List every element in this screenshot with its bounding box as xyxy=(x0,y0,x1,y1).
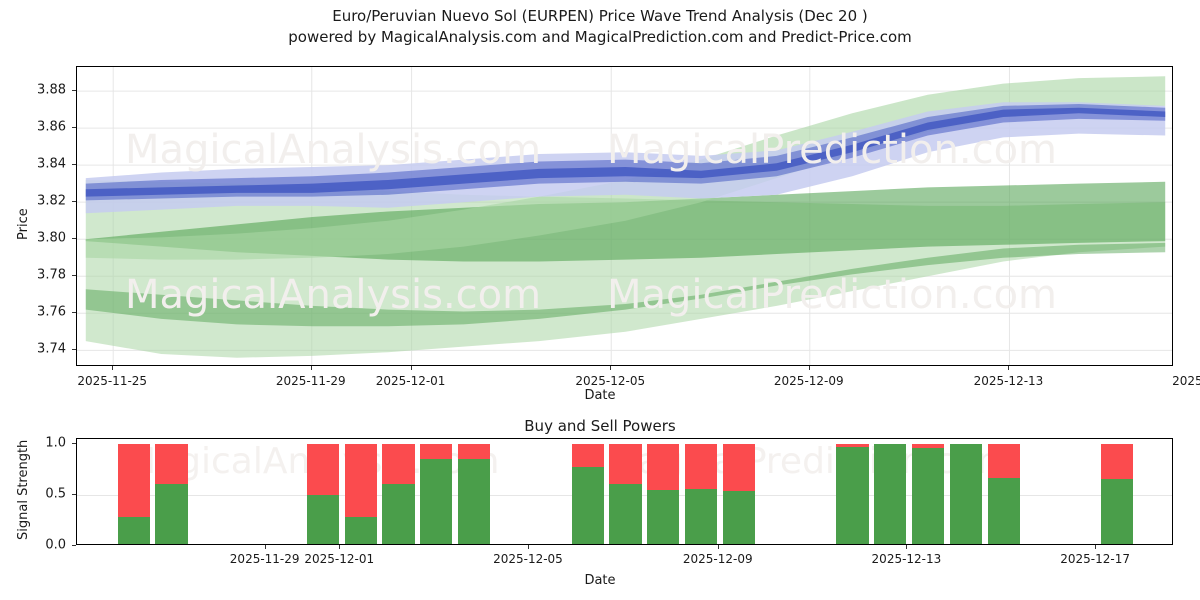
buy-power-bar-segment[interactable] xyxy=(306,495,339,544)
buy-power-bar-segment[interactable] xyxy=(344,517,377,544)
sell-power-bar-segment[interactable] xyxy=(155,444,188,484)
power-y-tick: 0.0 xyxy=(45,537,66,553)
power-x-tick-mark xyxy=(717,545,719,549)
price-y-tick-mark xyxy=(72,238,76,240)
buy-power-bar-segment[interactable] xyxy=(155,483,188,544)
price-x-tick-mark xyxy=(410,366,412,370)
power-y-tick: 0.5 xyxy=(45,486,66,502)
power-x-tick: 2025-12-17 xyxy=(1060,552,1130,566)
sell-power-bar-segment[interactable] xyxy=(344,444,377,518)
buy-power-bar-segment[interactable] xyxy=(874,444,907,544)
power-x-tick-mark xyxy=(339,545,341,549)
buy-power-bar-segment[interactable] xyxy=(420,459,453,544)
power-x-tick: 2025-11-29 xyxy=(229,552,300,566)
sell-power-bar-segment[interactable] xyxy=(722,444,756,491)
power-x-tick: 2025-12-13 xyxy=(871,552,942,566)
price-y-tick: 3.78 xyxy=(37,267,66,283)
price-y-tick: 3.80 xyxy=(37,230,66,246)
price-x-tick-mark xyxy=(610,366,612,370)
price-plot-area: MagicalAnalysis.com MagicalPrediction.co… xyxy=(76,66,1173,366)
buy-power-bar-segment[interactable] xyxy=(609,483,642,544)
price-x-axis-label: Date xyxy=(584,388,616,403)
buy-power-bar-segment[interactable] xyxy=(458,459,491,544)
power-x-tick: 2025-12-09 xyxy=(682,552,753,566)
sell-power-bar-segment[interactable] xyxy=(836,444,869,448)
power-y-tick: 1.0 xyxy=(45,435,66,451)
sell-power-bar-segment[interactable] xyxy=(458,444,491,460)
sell-power-bar-segment[interactable] xyxy=(987,444,1020,478)
price-x-tick: 2025-12-01 xyxy=(375,374,446,388)
price-y-tick: 3.74 xyxy=(37,341,66,357)
figure-title: Euro/Peruvian Nuevo Sol (EURPEN) Price W… xyxy=(0,6,1200,48)
sell-power-bar-segment[interactable] xyxy=(685,444,718,489)
power-x-axis-label: Date xyxy=(584,573,616,588)
price-y-tick: 3.86 xyxy=(37,119,66,135)
figure-title-line-1: Euro/Peruvian Nuevo Sol (EURPEN) Price W… xyxy=(332,7,868,25)
power-x-tick-mark xyxy=(527,545,529,549)
sell-power-bar-segment[interactable] xyxy=(1101,444,1134,479)
buy-power-bar-segment[interactable] xyxy=(912,448,945,544)
price-x-tick-mark xyxy=(1008,366,1010,370)
price-x-tick-mark xyxy=(112,366,114,370)
power-plot-area: MagicalAnalysis.com MagicalPrediction.co… xyxy=(76,438,1173,545)
buy-power-bar-segment[interactable] xyxy=(647,489,680,544)
sell-power-bar-segment[interactable] xyxy=(420,444,453,460)
power-x-tick: 2025-12-05 xyxy=(493,552,563,566)
power-x-tick-mark xyxy=(1095,545,1097,549)
sell-power-bar-segment[interactable] xyxy=(571,444,604,467)
buy-power-bar-segment[interactable] xyxy=(117,517,150,544)
price-x-tick: 2025-12-09 xyxy=(773,374,844,388)
sell-power-bar-segment[interactable] xyxy=(912,444,945,449)
figure-title-line-2: powered by MagicalAnalysis.com and Magic… xyxy=(288,28,912,46)
price-y-tick: 3.82 xyxy=(37,193,66,209)
price-y-tick-mark xyxy=(72,90,76,92)
sell-power-bar-segment[interactable] xyxy=(647,444,680,490)
buy-power-bar-segment[interactable] xyxy=(1101,478,1134,544)
buy-power-bar-segment[interactable] xyxy=(949,444,982,544)
power-chart-title: Buy and Sell Powers xyxy=(524,417,676,435)
price-y-tick-mark xyxy=(72,275,76,277)
sell-power-bar-segment[interactable] xyxy=(609,444,642,484)
buy-power-bar-segment[interactable] xyxy=(685,488,718,544)
power-y-tick-mark xyxy=(72,494,76,496)
price-y-tick-mark xyxy=(72,312,76,314)
price-y-tick: 3.84 xyxy=(37,156,66,172)
power-x-tick: 2025-12-01 xyxy=(304,552,375,566)
buy-power-bar-segment[interactable] xyxy=(571,466,604,544)
buy-power-bar-segment[interactable] xyxy=(836,447,869,544)
price-y-tick-mark xyxy=(72,201,76,203)
buy-power-bar-segment[interactable] xyxy=(987,477,1020,544)
power-x-tick-mark xyxy=(906,545,908,549)
price-y-tick: 3.88 xyxy=(37,82,66,98)
buy-power-bar-segment[interactable] xyxy=(382,483,415,544)
price-x-tick: 2025-12-13 xyxy=(973,374,1044,388)
power-y-tick-mark xyxy=(72,443,76,445)
price-y-tick-mark xyxy=(72,127,76,129)
price-x-tick-mark xyxy=(808,366,810,370)
buy-power-bar-segment[interactable] xyxy=(722,490,756,544)
sell-power-bar-segment[interactable] xyxy=(382,444,415,484)
price-y-tick-mark xyxy=(72,349,76,351)
power-x-tick-mark xyxy=(264,545,266,549)
price-x-tick: 2025-12-17 xyxy=(1172,374,1200,388)
price-x-tick: 2025-11-29 xyxy=(275,374,346,388)
sell-power-bar-segment[interactable] xyxy=(117,444,150,518)
price-y-tick: 3.76 xyxy=(37,304,66,320)
price-wave-bands xyxy=(77,67,1172,365)
power-chart-panel: Buy and Sell Powers Signal Strength Magi… xyxy=(0,410,1200,600)
price-x-tick-mark xyxy=(310,366,312,370)
price-x-tick: 2025-12-05 xyxy=(575,374,646,388)
price-chart-panel: Price MagicalAnalysis.com MagicalPredict… xyxy=(16,66,1200,403)
price-y-tick-mark xyxy=(72,164,76,166)
power-y-tick-mark xyxy=(72,545,76,546)
sell-power-bar-segment[interactable] xyxy=(306,444,339,496)
price-x-tick: 2025-11-25 xyxy=(77,374,148,388)
